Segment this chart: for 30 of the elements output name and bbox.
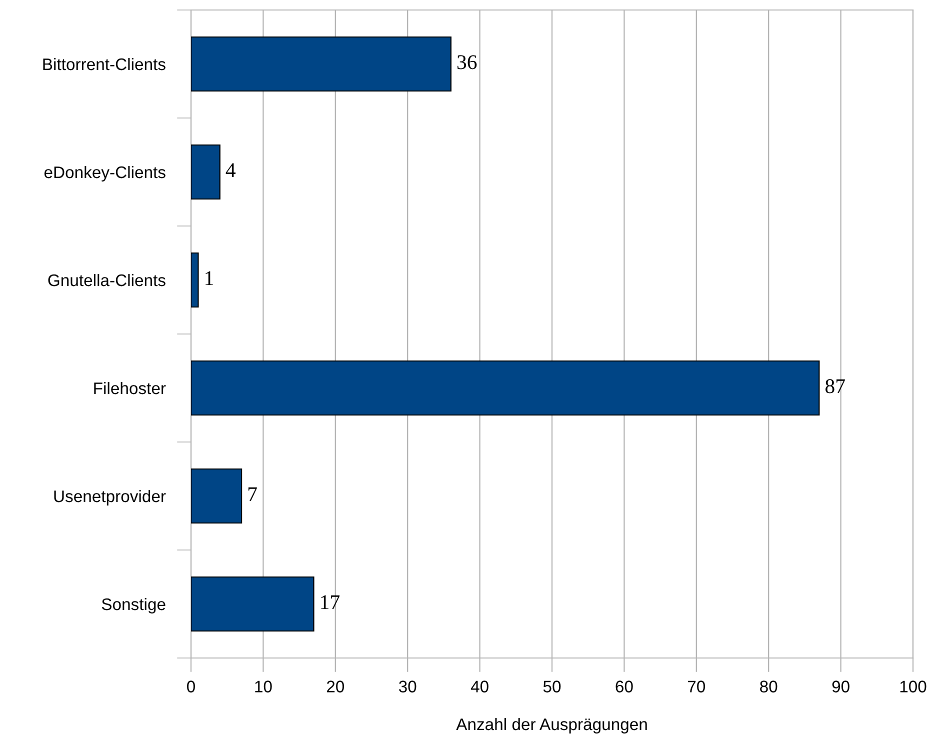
data-label: 7 [248,487,257,502]
data-label: 36 [457,55,477,70]
x-tick-label: 20 [326,680,344,692]
bar [191,144,220,200]
x-tick-label: 80 [760,680,778,692]
bar [191,252,199,308]
x-tick-label: 10 [255,680,272,692]
x-tick-label: 40 [470,680,488,692]
x-axis-title: Anzahl der Ausprägungen [456,718,647,734]
x-tick-label: 30 [398,680,416,692]
data-label: 17 [321,595,340,610]
data-label: 87 [825,379,845,394]
x-tick-label: 0 [187,680,195,692]
y-tick-label: Bittorrent-Clients [43,58,166,70]
y-tick-label: Filehoster [94,382,166,394]
x-tick-label: 90 [832,680,850,692]
y-tick-label: Usenetprovider [54,490,166,506]
bar [191,576,314,632]
x-tick-label: 50 [543,680,561,692]
bar [191,360,820,416]
x-tick-label: 100 [900,680,926,692]
bar [191,468,242,524]
y-tick-label: Gnutella-Clients [48,274,166,286]
x-tick-label: 60 [616,680,633,692]
bar [191,36,452,92]
y-tick-label: Sonstige [102,598,166,614]
x-tick-label: 70 [688,680,706,692]
data-label: 4 [226,163,236,178]
data-label: 1 [206,271,213,286]
y-tick-label: eDonkey-Clients [44,166,166,182]
